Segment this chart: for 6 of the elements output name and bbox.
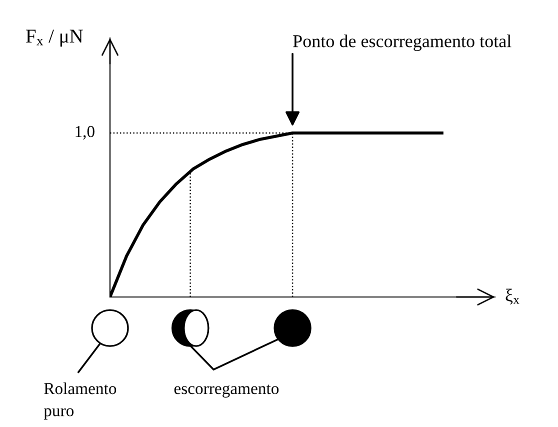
ref-line-label: 1,0	[76, 126, 94, 140]
x-axis-title: ξ$_{x}$	[506, 288, 520, 305]
text: Ponto de escorregamento total	[293, 34, 512, 51]
y-axis-title: F$_{x}$ / μN	[26, 30, 83, 47]
text: Rolamento puro	[44, 382, 116, 420]
text: escorregamento	[174, 384, 279, 398]
